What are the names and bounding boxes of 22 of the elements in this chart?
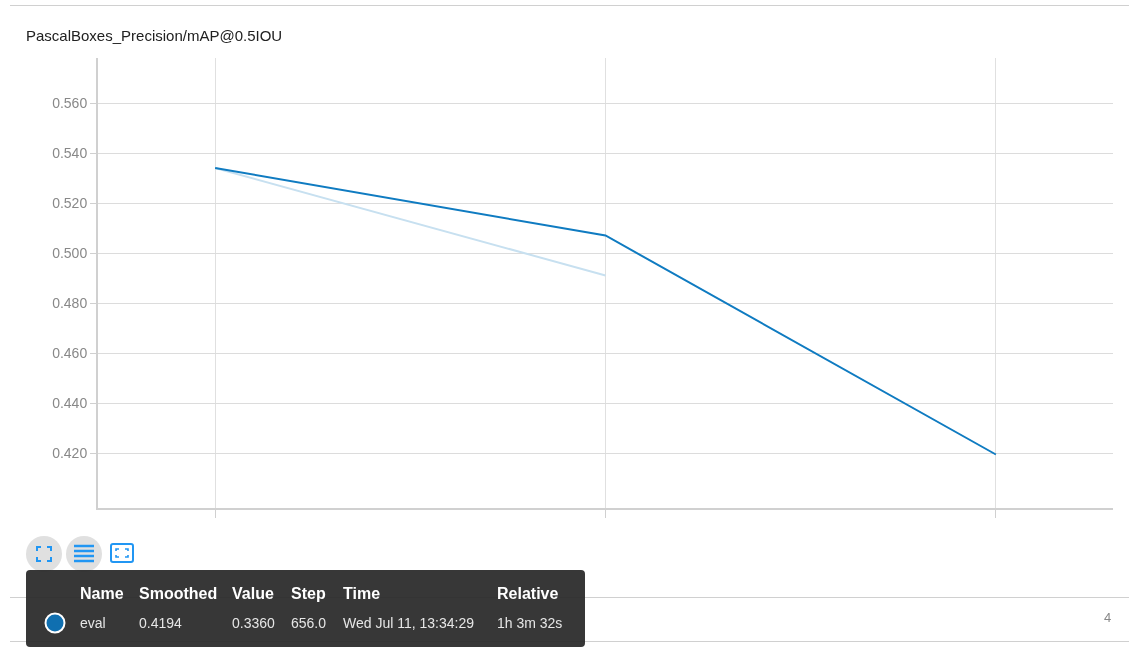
y-tick-label: 0.540 bbox=[52, 144, 88, 161]
y-tick-label: 0.520 bbox=[52, 194, 88, 211]
text: Step bbox=[291, 585, 326, 603]
chart-title: PascalBoxes_Precision/mAP@0.5IOU bbox=[26, 27, 283, 45]
y-tick-label: 0.460 bbox=[52, 344, 88, 361]
text: Name bbox=[80, 585, 124, 603]
text: 1h 3m 32s bbox=[497, 615, 563, 631]
y-tick-label: 0.440 bbox=[52, 394, 88, 411]
text: Time bbox=[343, 585, 381, 603]
text: Smoothed bbox=[139, 585, 218, 603]
text: 0.4194 bbox=[139, 615, 182, 631]
text: 0.3360 bbox=[232, 615, 275, 631]
y-tick-label: 0.480 bbox=[52, 294, 88, 311]
text: Relative bbox=[497, 585, 559, 603]
y-tick-label: 0.500 bbox=[52, 244, 88, 261]
text: 656.0 bbox=[291, 615, 327, 631]
y-tick-label: 0.420 bbox=[52, 444, 88, 461]
y-tick-label: 0.560 bbox=[52, 94, 88, 111]
text: Wed Jul 11, 13:34:29 bbox=[343, 615, 475, 631]
text: Value bbox=[232, 585, 274, 603]
text: 4 bbox=[1104, 610, 1112, 625]
text: eval bbox=[80, 615, 106, 631]
